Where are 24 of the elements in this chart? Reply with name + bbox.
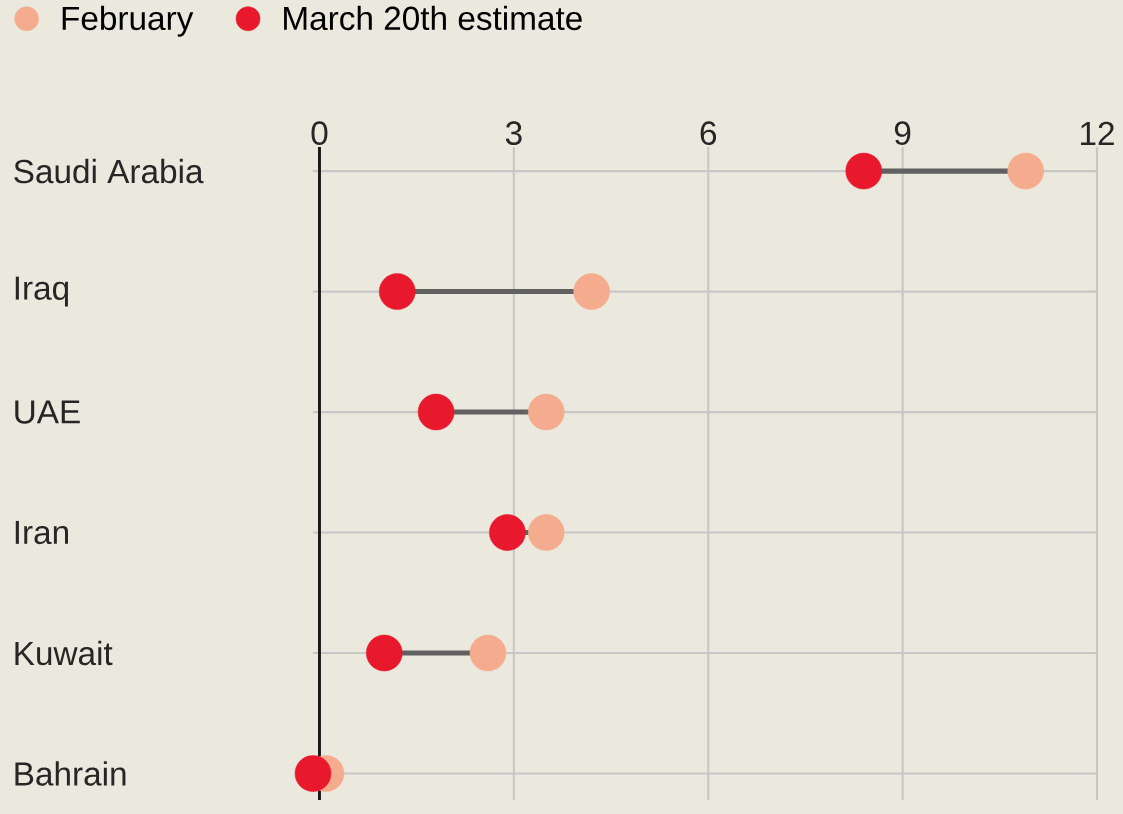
point <box>366 634 403 672</box>
point <box>527 393 565 431</box>
point <box>417 393 455 431</box>
y-tick-label: Iran <box>15 520 68 545</box>
point <box>378 273 416 310</box>
point <box>527 514 565 551</box>
point <box>845 152 883 190</box>
point <box>1007 152 1045 190</box>
legend-label: February <box>62 5 194 37</box>
legend-label: March 20th estimate <box>284 5 582 31</box>
x-tick-label: 3 <box>505 121 522 145</box>
y-tick-label: Bahrain <box>15 761 126 786</box>
y-tick-label: UAE <box>15 400 80 424</box>
point <box>573 273 610 310</box>
point <box>294 755 332 792</box>
x-tick-label: 12 <box>1081 121 1114 145</box>
point <box>469 634 507 672</box>
y-tick-label: Saudi Arabia <box>14 158 204 184</box>
y-tick-label: Kuwait <box>15 640 113 666</box>
y-tick-label: Iraq <box>15 276 69 307</box>
x-tick-label: 6 <box>700 121 717 145</box>
x-tick-label: 0 <box>311 121 328 145</box>
x-tick-label: 9 <box>894 121 911 145</box>
point <box>489 514 526 551</box>
